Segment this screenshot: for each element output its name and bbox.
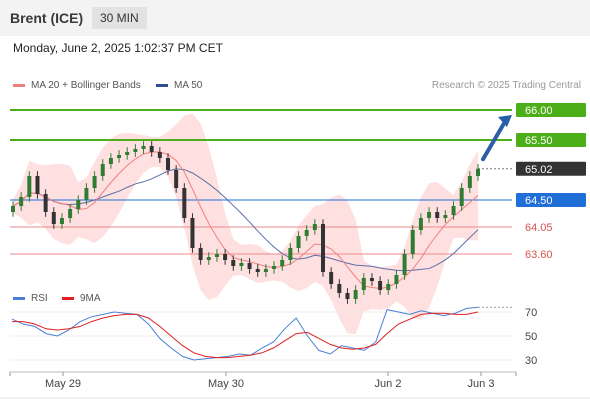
candle-body [304,230,309,236]
candle-body [410,230,415,254]
candle-body [337,284,342,293]
legend-rsi-label: RSI [31,293,48,304]
candle-body [51,212,56,224]
timestamp: Monday, June 2, 2025 1:02:37 PM CET [13,41,223,55]
candle-body [353,290,358,299]
candle-body [467,176,472,188]
rsi-tick-label: 70 [525,307,537,319]
candle-body [198,248,203,260]
candle-body [231,260,236,266]
candle-body [272,266,277,269]
candle-body [418,218,423,230]
level-label-66.00: 66.00 [525,105,553,117]
candle-body [27,176,32,197]
candle-body [369,278,374,281]
rsi-swatch [13,296,25,300]
ma9-swatch [62,296,74,300]
ma20-swatch [13,83,25,87]
candle-body [125,152,130,155]
candle-body [288,248,293,260]
legend-rsi: RSI [13,293,48,304]
candle-body [451,206,456,215]
level-label-64.05: 64.05 [525,222,553,234]
ma20-line [12,151,479,290]
x-tick-label: May 29 [45,378,81,390]
forecast-arrowhead [498,115,512,127]
candle-body [476,168,480,176]
candle-body [59,218,64,224]
bollinger-band [13,113,478,335]
candle-body [76,200,81,209]
legend-9ma-label: 9MA [80,293,101,304]
candle-body [321,224,325,272]
candle-body [459,188,464,206]
candle-body [263,269,268,272]
candle-body [345,293,350,299]
candle-body [223,254,228,260]
level-label-63.60: 63.60 [525,249,553,261]
level-badge-65.02 [516,161,586,176]
x-tick-label: May 30 [208,378,244,390]
candle-body [11,206,15,212]
candle-body [149,146,154,152]
candle-body [166,158,170,170]
candle-body [100,164,105,176]
candle-body [157,152,162,158]
candle-body [386,284,391,290]
candle-body [117,155,122,158]
candle-body [92,176,97,188]
candle-body [443,215,448,218]
candle-body [361,278,366,290]
candle-body [378,281,383,290]
candle-body [255,269,260,272]
legend-ma50-label: MA 50 [174,80,203,91]
candle-body [182,188,187,218]
candle-body [19,197,24,206]
candle-body [141,146,146,149]
candle-body [214,254,219,257]
candle-body [329,272,334,284]
level-label-65.50: 65.50 [525,135,553,147]
legend-ma20: MA 20 + Bollinger Bands [13,80,141,91]
rsi-ma-line [12,311,479,359]
ma50-swatch [156,83,168,87]
candle-body [402,254,407,275]
rsi-line [11,306,479,361]
rsi-tick-label: 30 [525,355,537,367]
candle-body [394,275,399,284]
ma50-line [12,168,479,272]
timeframe-badge[interactable]: 30 MIN [92,7,147,29]
instrument-title: Brent (ICE) [10,10,84,26]
candle-body [239,263,244,266]
candle-body [312,224,317,230]
legend-9ma: 9MA [62,293,101,304]
rsi-tick-label: 50 [525,331,537,343]
candle-body [68,209,73,218]
candle-body [190,218,195,248]
candle-body [206,257,211,260]
legend-ma20-label: MA 20 + Bollinger Bands [31,80,141,91]
candle-body [280,260,285,266]
level-badge-66.00 [516,103,586,117]
candle-body [35,176,40,194]
x-tick-label: Jun 2 [375,378,402,390]
candle-body [174,170,179,188]
candle-body [247,263,252,269]
candle-body [43,194,48,212]
legend-ma50: MA 50 [156,80,202,91]
x-tick-label: Jun 3 [468,378,495,390]
credit-text: Research © 2025 Trading Central [431,80,581,91]
candle-body [427,212,432,218]
candle-body [133,149,138,152]
forecast-arrow [481,118,508,162]
level-label-65.02: 65.02 [525,164,553,176]
candle-body [108,158,113,164]
level-badge-64.50 [516,193,586,207]
level-label-64.50: 64.50 [525,195,553,207]
candle-body [84,188,89,200]
candle-body [296,236,301,248]
candle-body [435,212,440,218]
level-badge-65.50 [516,133,586,147]
